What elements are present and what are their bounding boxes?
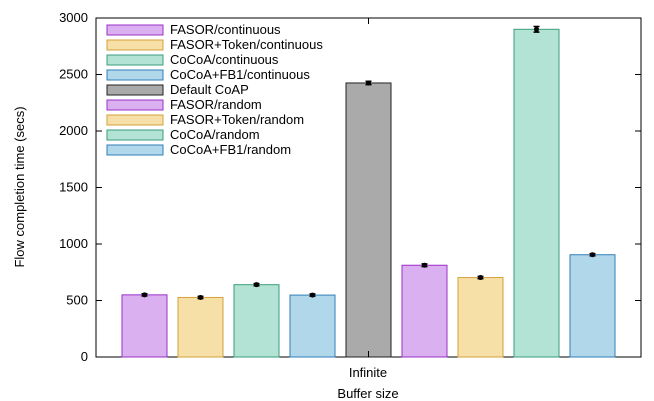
y-axis-title: Flow completion time (secs) <box>12 106 27 267</box>
y-tick-label: 500 <box>66 293 88 308</box>
legend-swatch <box>106 99 164 111</box>
y-tick-label: 3000 <box>59 10 88 25</box>
legend-label: FASOR+Token/random <box>170 112 304 127</box>
legend-swatch <box>106 144 164 156</box>
legend-swatch <box>106 84 164 96</box>
legend-label: CoCoA+FB1/continuous <box>170 67 310 82</box>
y-tick-label: 2000 <box>59 123 88 138</box>
bar <box>401 264 448 358</box>
data-point <box>534 26 539 32</box>
bars-group <box>121 25 616 358</box>
x-axis-title: Buffer size <box>337 386 398 401</box>
data-point <box>422 262 427 268</box>
legend-swatch <box>106 69 164 81</box>
legend-swatch <box>106 114 164 126</box>
x-tick-label: Infinite <box>349 365 387 380</box>
bar <box>121 294 168 358</box>
legend-label: FASOR+Token/continuous <box>170 37 323 52</box>
bar <box>289 294 336 358</box>
bar <box>345 82 392 358</box>
y-tick-label: 2500 <box>59 67 88 82</box>
y-axis: 0 500 1000 1500 2000 2500 3000 <box>59 10 641 364</box>
y-tick-label: 0 <box>81 349 88 364</box>
data-point <box>198 294 203 300</box>
legend-label: CoCoA/random <box>170 127 260 142</box>
data-point <box>254 282 259 288</box>
y-tick-label: 1000 <box>59 236 88 251</box>
bar <box>177 296 224 358</box>
legend-swatch <box>106 24 164 36</box>
x-axis: Infinite <box>349 18 387 380</box>
data-point <box>310 292 315 298</box>
data-point <box>142 292 147 298</box>
legend-label: CoCoA/continuous <box>170 52 279 67</box>
legend: FASOR/continuousFASOR+Token/continuousCo… <box>106 22 323 157</box>
y-tick-label: 1500 <box>59 180 88 195</box>
bar <box>513 28 560 358</box>
bar <box>569 254 616 358</box>
legend-swatch <box>106 39 164 51</box>
legend-label: CoCoA+FB1/random <box>170 142 291 157</box>
data-point <box>590 252 595 258</box>
legend-label: FASOR/continuous <box>170 22 281 37</box>
legend-swatch <box>106 129 164 141</box>
data-point <box>366 80 371 86</box>
legend-label: Default CoAP <box>170 82 249 97</box>
legend-label: FASOR/random <box>170 97 262 112</box>
bar <box>233 284 280 358</box>
legend-swatch <box>106 54 164 66</box>
bar <box>457 277 504 358</box>
data-point <box>478 275 483 281</box>
